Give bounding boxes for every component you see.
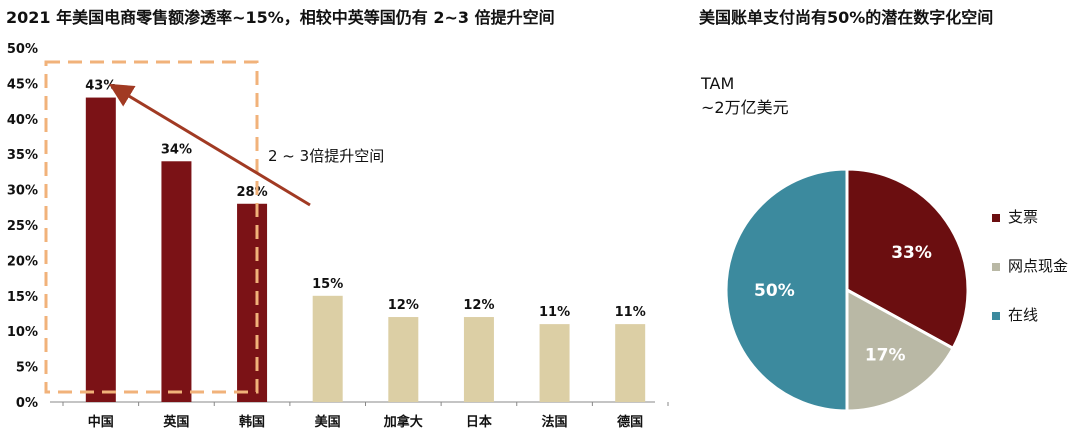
tam-label: TAM (701, 74, 735, 93)
x-tick-label: 英国 (162, 414, 189, 430)
bar (85, 97, 116, 402)
y-tick-label: 20% (7, 254, 38, 269)
pie-data-label: 17% (865, 346, 906, 366)
y-tick-label: 45% (7, 77, 38, 92)
y-tick-label: 0% (16, 396, 38, 411)
tam-text: TAM ~2万亿美元 (701, 72, 789, 120)
y-tick-label: 40% (7, 113, 38, 128)
right-chart-title: 美国账单支付尚有50%的潜在数字化空间 (699, 8, 994, 27)
y-tick-label: 15% (7, 290, 38, 305)
x-tick-label: 日本 (466, 414, 492, 430)
legend-label: 在线 (1008, 306, 1039, 324)
y-tick-label: 5% (16, 361, 38, 376)
y-tick-label: 10% (7, 325, 38, 340)
data-label: 12% (463, 298, 494, 313)
data-label: 11% (615, 305, 646, 320)
x-tick-label: 美国 (315, 414, 341, 430)
highlight-box (44, 60, 259, 394)
legend-label: 支票 (1008, 208, 1039, 226)
data-label: 15% (312, 277, 343, 292)
bar (161, 161, 192, 402)
tam-value: ~2万亿美元 (701, 98, 789, 117)
data-label: 11% (539, 305, 570, 320)
data-label: 34% (161, 142, 192, 157)
pie-slice (845, 167, 970, 351)
pie-data-label: 50% (754, 281, 795, 301)
legend-item: 网点现金 (992, 255, 1068, 276)
data-label: 28% (237, 185, 268, 200)
pie-slice (845, 287, 956, 413)
annotation-text: 2 ~ 3倍提升空间 (268, 147, 384, 165)
legend-swatch (992, 213, 1000, 222)
x-tick-label: 法国 (542, 414, 568, 430)
bar (237, 203, 268, 402)
legend-label: 网点现金 (1008, 257, 1069, 275)
x-tick-label: 加拿大 (383, 414, 423, 430)
legend-item: 在线 (992, 304, 1038, 325)
bar (615, 324, 646, 402)
y-tick-label: 30% (7, 184, 38, 199)
legend-item: 支票 (992, 206, 1038, 227)
x-tick-label: 中国 (88, 414, 114, 430)
left-chart-title: 2021 年美国电商零售额渗透率~15%，相较中英等国仍有 2~3 倍提升空间 (6, 8, 555, 27)
pie-slice (724, 167, 849, 413)
bar (312, 295, 343, 402)
x-tick-label: 韩国 (239, 414, 265, 430)
legend-swatch (992, 262, 1000, 271)
bar (539, 324, 570, 402)
bar (388, 317, 419, 402)
bar (463, 317, 494, 402)
data-label: 43% (85, 79, 116, 94)
data-label: 12% (388, 298, 419, 313)
y-tick-label: 50% (7, 42, 38, 57)
legend-swatch (992, 311, 1000, 320)
y-tick-label: 25% (7, 219, 38, 234)
x-tick-label: 德国 (617, 414, 643, 430)
y-tick-label: 35% (7, 148, 38, 163)
pie-data-label: 33% (891, 243, 932, 263)
trend-arrow (108, 83, 311, 207)
